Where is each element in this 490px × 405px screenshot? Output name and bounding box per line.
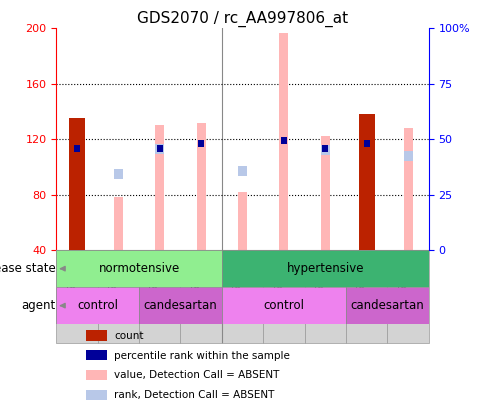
Bar <box>346 287 429 324</box>
Bar <box>359 114 374 250</box>
Bar <box>222 287 346 324</box>
Text: hypertensive: hypertensive <box>287 262 364 275</box>
Bar <box>238 192 247 250</box>
Bar <box>86 370 107 380</box>
Bar <box>403 151 413 161</box>
Text: count: count <box>114 331 144 341</box>
Text: control: control <box>77 299 118 312</box>
Bar <box>157 145 163 152</box>
Bar <box>56 287 139 324</box>
Bar <box>114 198 123 250</box>
Text: candesartan: candesartan <box>144 299 218 312</box>
Bar <box>321 136 330 250</box>
Text: candesartan: candesartan <box>350 299 424 312</box>
Bar <box>155 144 164 154</box>
Bar <box>238 166 247 176</box>
Bar <box>155 126 164 250</box>
Bar <box>322 145 328 152</box>
Bar <box>139 287 222 324</box>
Bar <box>364 140 369 147</box>
Bar <box>198 140 204 147</box>
Text: disease state: disease state <box>0 262 55 275</box>
Text: value, Detection Call = ABSENT: value, Detection Call = ABSENT <box>114 370 279 380</box>
Text: percentile rank within the sample: percentile rank within the sample <box>114 351 290 361</box>
Bar <box>69 119 85 250</box>
Bar <box>86 390 107 400</box>
Bar <box>86 330 107 341</box>
Title: GDS2070 / rc_AA997806_at: GDS2070 / rc_AA997806_at <box>137 11 348 27</box>
Bar <box>321 145 330 155</box>
Text: agent: agent <box>21 299 55 312</box>
Bar <box>86 350 107 360</box>
Bar <box>279 32 289 250</box>
Text: normotensive: normotensive <box>98 262 180 275</box>
Bar <box>56 250 222 287</box>
Bar <box>403 128 413 250</box>
Bar <box>222 250 429 287</box>
Bar <box>196 123 206 250</box>
Bar <box>74 145 80 152</box>
Text: rank, Detection Call = ABSENT: rank, Detection Call = ABSENT <box>114 390 274 400</box>
Text: control: control <box>264 299 304 312</box>
Bar <box>281 137 287 144</box>
Bar <box>114 169 123 179</box>
